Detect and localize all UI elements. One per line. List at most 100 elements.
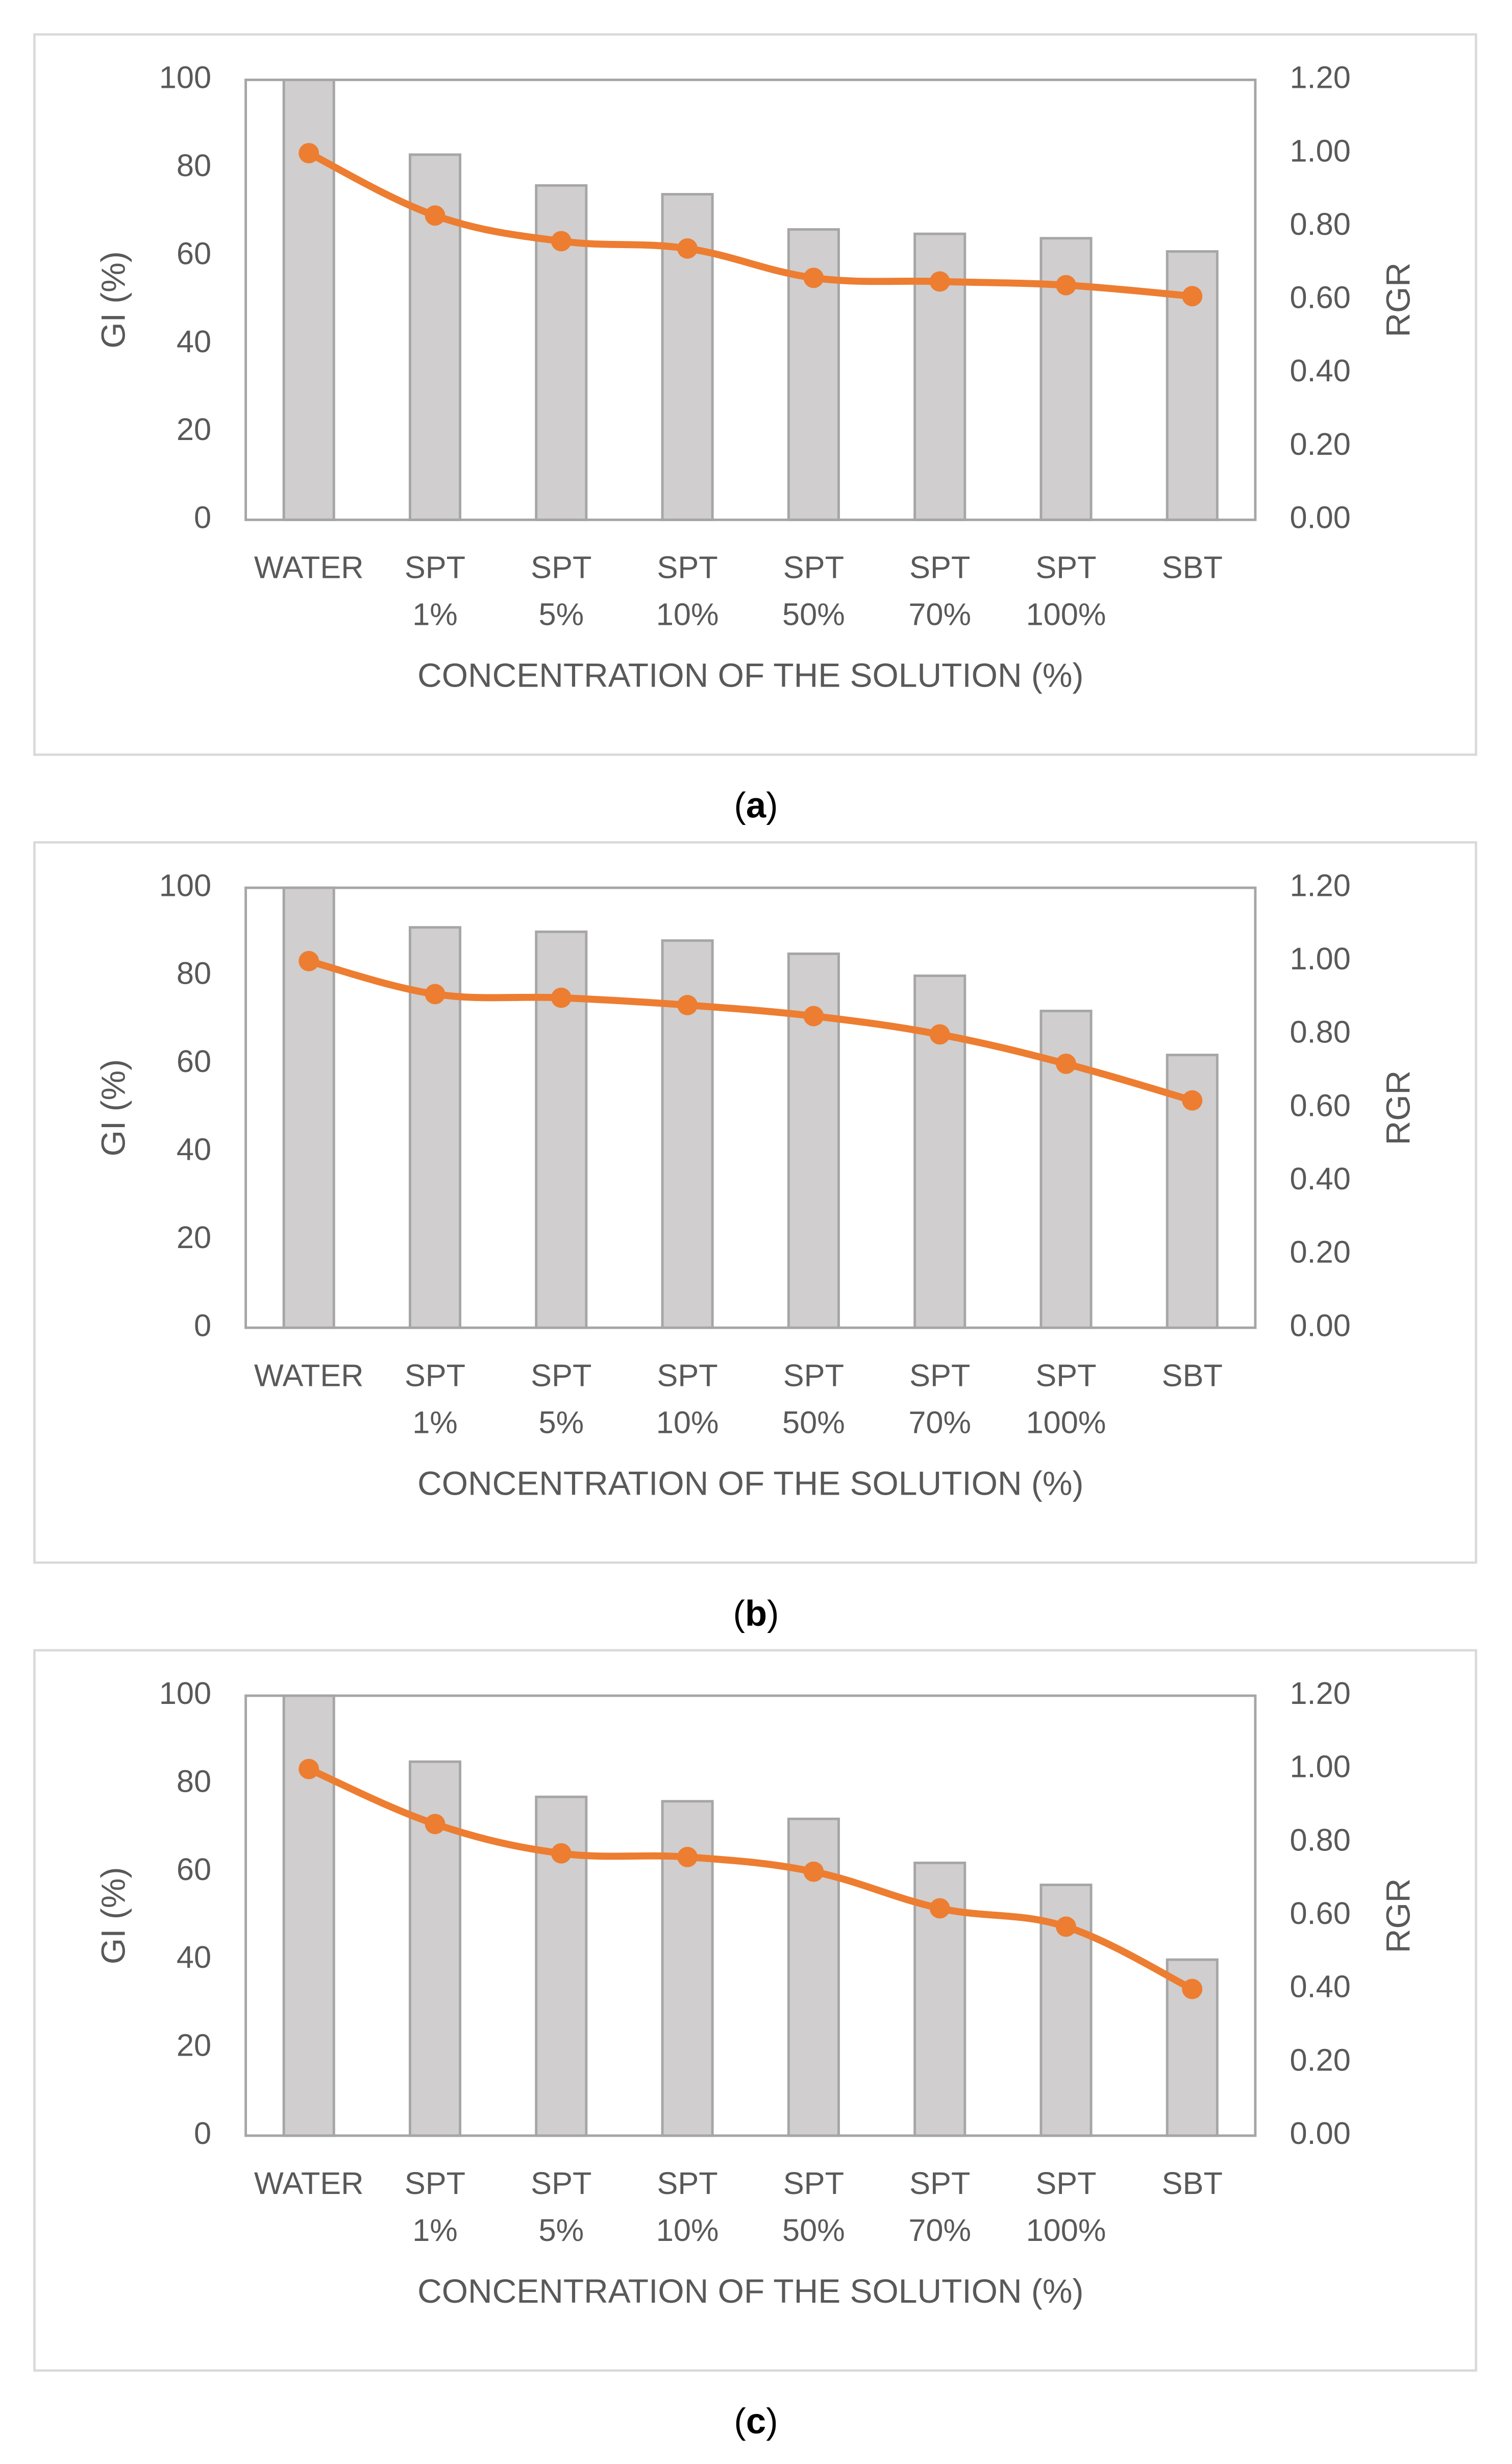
rgr-point <box>677 995 698 1015</box>
rgr-point <box>929 1024 950 1045</box>
chart-panel-a: 0 20 40 60 80 100 0.00 0.20 0.40 0.60 0.80 1.00 1.20… <box>33 33 1477 825</box>
y-tick-label: 100 <box>159 60 211 95</box>
x-tick-label: SPT <box>531 550 591 585</box>
x-tick-label: SBT <box>1162 1357 1223 1393</box>
y2-tick-label: 1.00 <box>1290 133 1350 168</box>
y-tick-label: 0 <box>194 500 211 535</box>
x-tick-label: SPT <box>531 2165 591 2201</box>
y2-tick-label: 0.20 <box>1290 2042 1350 2077</box>
y-tick-label: 40 <box>177 324 211 359</box>
y-axis-title: GI (%) <box>94 251 132 348</box>
rgr-point <box>803 267 824 288</box>
y-tick-label: 20 <box>177 2028 211 2063</box>
x-axis-title: CONCENTRATION OF THE SOLUTION (%) <box>417 656 1083 694</box>
y-tick-label: 40 <box>177 1939 211 1974</box>
plot-area <box>244 1694 1257 2137</box>
rgr-point <box>677 238 698 259</box>
x-tick-label: 100% <box>1026 2212 1106 2248</box>
x-tick-label: 50% <box>782 2212 845 2248</box>
y-axis-title: GI (%) <box>94 1867 132 1964</box>
rgr-point <box>551 1843 572 1864</box>
y-tick-label: 100 <box>159 1675 211 1711</box>
rgr-point <box>677 1846 698 1867</box>
y-tick-label: 60 <box>177 235 211 271</box>
x-tick-label: SPT <box>909 2165 970 2201</box>
x-tick-label: 50% <box>782 1404 845 1440</box>
y2-tick-label: 0.40 <box>1290 1161 1350 1196</box>
y2-axis-title: RGR <box>1379 262 1417 337</box>
rgr-line <box>305 957 1196 1104</box>
x-tick-label: 5% <box>538 1404 584 1440</box>
x-tick-label: SPT <box>531 1357 591 1393</box>
rgr-point <box>551 231 572 252</box>
y2-tick-label: 0.80 <box>1290 206 1350 241</box>
panel-letter: a <box>746 785 766 825</box>
rgr-point <box>1056 275 1076 296</box>
y2-tick-label: 1.20 <box>1290 1675 1350 1711</box>
y2-tick-label: 0.00 <box>1290 1307 1350 1343</box>
rgr-point <box>1182 1090 1203 1111</box>
chart-panel-b: 0 20 40 60 80 100 0.00 0.20 0.40 0.60 0.80 1.00 1.20… <box>33 841 1477 1633</box>
x-tick-label: SPT <box>657 1357 717 1393</box>
panel-caption: (b) <box>733 1593 779 1633</box>
x-tick-label: 1% <box>412 2212 458 2248</box>
panel-caption: (a) <box>734 785 778 825</box>
y2-axis-title: RGR <box>1379 1070 1417 1145</box>
x-tick-label: 50% <box>782 597 845 632</box>
plot-area <box>244 886 1257 1329</box>
x-tick-label: 1% <box>412 1404 458 1440</box>
y2-tick-label: 1.20 <box>1290 867 1350 902</box>
panel-caption: (c) <box>734 2401 778 2441</box>
x-tick-label: SPT <box>657 550 717 585</box>
chart-frame <box>33 33 1477 756</box>
x-tick-label: WATER <box>254 1357 364 1393</box>
y-tick-label: 100 <box>159 867 211 902</box>
x-tick-label: SPT <box>1035 2165 1096 2201</box>
rgr-point <box>551 987 572 1008</box>
rgr-point <box>425 1814 445 1835</box>
y2-tick-label: 0.60 <box>1290 1087 1350 1123</box>
rgr-point <box>803 1006 824 1027</box>
x-tick-label: 70% <box>908 2212 971 2248</box>
y2-tick-label: 1.20 <box>1290 60 1350 95</box>
rgr-point <box>929 1898 950 1919</box>
y2-axis-title: RGR <box>1379 1879 1417 1954</box>
x-tick-label: 1% <box>412 597 458 632</box>
rgr-line <box>305 150 1196 300</box>
y2-tick-label: 0.80 <box>1290 1014 1350 1050</box>
y-tick-label: 0 <box>194 2115 211 2151</box>
x-tick-label: SPT <box>783 550 844 585</box>
y2-tick-label: 0.40 <box>1290 1969 1350 2004</box>
x-tick-label: 5% <box>538 597 584 632</box>
y-tick-label: 80 <box>177 1763 211 1798</box>
x-tick-label: WATER <box>254 550 364 585</box>
y2-tick-label: 1.00 <box>1290 941 1350 976</box>
rgr-point <box>299 1759 319 1779</box>
rgr-line <box>305 1765 1196 1993</box>
x-tick-label: 100% <box>1026 597 1106 632</box>
rgr-point <box>803 1861 824 1882</box>
y2-tick-label: 1.00 <box>1290 1749 1350 1784</box>
chart-panel-c: 0 20 40 60 80 100 0.00 0.20 0.40 0.60 0.80 1.00 1.20… <box>33 1649 1477 2441</box>
x-tick-label: SPT <box>783 2165 844 2201</box>
rgr-point <box>425 984 445 1005</box>
x-tick-label: 10% <box>656 1404 719 1440</box>
x-tick-label: SPT <box>1035 550 1096 585</box>
x-tick-label: 5% <box>538 2212 584 2248</box>
rgr-point <box>1056 1053 1076 1074</box>
x-tick-label: 10% <box>656 597 719 632</box>
rgr-point <box>1182 1979 1203 1999</box>
y2-tick-label: 0.00 <box>1290 2115 1350 2151</box>
y2-tick-label: 0.20 <box>1290 426 1350 461</box>
y2-tick-label: 0.80 <box>1290 1822 1350 1857</box>
x-tick-label: 70% <box>908 1404 971 1440</box>
x-tick-label: SPT <box>783 1357 844 1393</box>
y-tick-label: 80 <box>177 956 211 991</box>
x-tick-label: 70% <box>908 597 971 632</box>
rgr-point <box>425 205 445 226</box>
x-tick-label: SPT <box>405 2165 465 2201</box>
x-tick-label: SPT <box>1035 1357 1096 1393</box>
y2-tick-label: 0.20 <box>1290 1234 1350 1270</box>
rgr-point <box>299 143 319 164</box>
y-tick-label: 60 <box>177 1043 211 1079</box>
